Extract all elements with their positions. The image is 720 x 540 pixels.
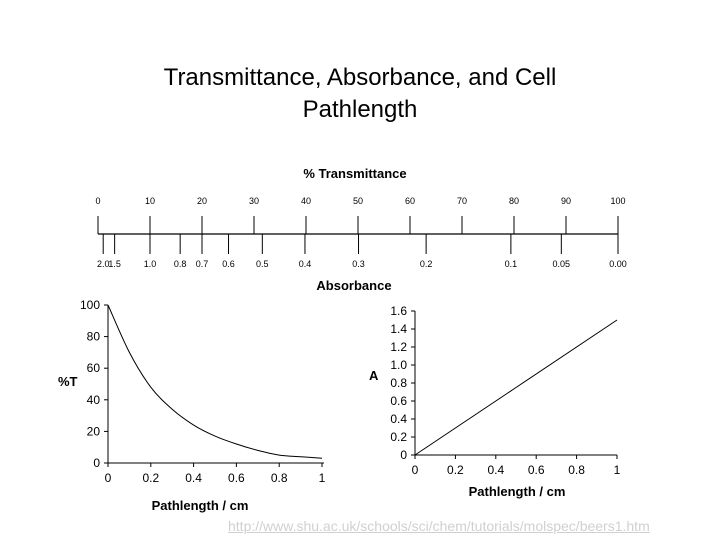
scale-bottom-tick-label: 0.4 xyxy=(299,259,312,269)
chart2-x-tick-label: 0.6 xyxy=(528,463,545,477)
scale-top-tick-label: 70 xyxy=(457,196,467,206)
chart2-x-tick-label: 0.2 xyxy=(447,463,464,477)
scale-top-tick-label: 0 xyxy=(95,196,100,206)
scale-top-tick-label: 20 xyxy=(197,196,207,206)
chart1-y-tick-label: 80 xyxy=(87,330,101,344)
chart1-y-tick-label: 40 xyxy=(87,393,101,407)
absorbance-label: Absorbance xyxy=(316,278,391,293)
absorbance-vs-pathlength-chart: 00.20.40.60.81.01.21.41.60 0.2 0.4 0.6 0.8 1 … xyxy=(369,304,621,499)
scale-top-tick-label: 10 xyxy=(145,196,155,206)
chart2-x-label: Pathlength / cm xyxy=(469,484,566,499)
chart2-y-tick-label: 1.2 xyxy=(390,340,407,354)
transmittance-absorbance-scale: % Transmittance 0 10 20 30 40 50 60 70 80 90 100 2… xyxy=(95,166,626,293)
chart1-x-tick-label: 0 xyxy=(105,471,112,485)
chart2-x-tick-label: 0 xyxy=(412,463,419,477)
chart2-y-tick-label: 1.6 xyxy=(390,304,407,318)
chart2-y-tick-label: 1.0 xyxy=(390,358,407,372)
scale-bottom-tick-label: 0.1 xyxy=(505,259,518,269)
chart2-y-tick-label: 1.4 xyxy=(390,322,407,336)
scale-bottom-tick-label: 0.6 xyxy=(222,259,235,269)
transmittance-vs-pathlength-chart: 0 20 40 60 80 100 0 0.2 0.4 0.6 0.8 1 %T Pathlength… xyxy=(58,298,326,513)
scale-top-tick-label: 40 xyxy=(301,196,311,206)
chart1-x-tick-label: 0.2 xyxy=(142,471,159,485)
scale-title: % Transmittance xyxy=(303,166,406,181)
scale-top-tick-label: 50 xyxy=(353,196,363,206)
chart2-y-tick-label: 0.2 xyxy=(390,430,407,444)
scale-bottom-tick-label: 0.00 xyxy=(609,259,627,269)
slide-title: Transmittance, Absorbance, and Cell Path… xyxy=(80,62,640,126)
chart1-series-line xyxy=(107,304,323,459)
scale-bottom-tick-label: 0.3 xyxy=(352,259,365,269)
chart2-y-tick-label: 0.8 xyxy=(390,376,407,390)
chart2-x-tick-label: 0.4 xyxy=(487,463,504,477)
chart2-x-tick-label: 0.8 xyxy=(568,463,585,477)
source-link[interactable]: http://www.shu.ac.uk/schools/sci/chem/tu… xyxy=(228,518,650,534)
scale-top-tick-label: 90 xyxy=(561,196,571,206)
chart2-series-line xyxy=(414,319,618,456)
chart1-x-tick-label: 1 xyxy=(319,471,326,485)
scale-bottom-tick-label: 1.0 xyxy=(144,259,157,269)
scale-bottom-tick-label: 2.0 xyxy=(97,259,110,269)
scale-bottom-tick-label: 0.7 xyxy=(196,259,209,269)
chart1-x-tick-label: 0.6 xyxy=(228,471,245,485)
chart2-x-tick-label: 1 xyxy=(614,463,621,477)
scale-bottom-tick-label: 0.05 xyxy=(553,259,571,269)
scale-top-tick-label: 100 xyxy=(610,196,625,206)
chart1-y-label: %T xyxy=(58,374,78,389)
scale-top-tick-label: 60 xyxy=(405,196,415,206)
chart1-y-tick-label: 60 xyxy=(87,361,101,375)
scale-bottom-tick-label: 0.2 xyxy=(420,259,433,269)
chart1-x-tick-label: 0.4 xyxy=(185,471,202,485)
chart1-x-label: Pathlength / cm xyxy=(152,498,249,513)
chart1-y-tick-label: 20 xyxy=(87,424,101,438)
scale-top-tick-label: 30 xyxy=(249,196,259,206)
chart1-x-tick-label: 0.8 xyxy=(271,471,288,485)
chart1-y-tick-label: 100 xyxy=(80,298,100,312)
slide-title-line-2: Pathlength xyxy=(302,96,418,123)
chart2-y-tick-label: 0 xyxy=(400,448,407,462)
chart1-y-tick-label: 0 xyxy=(93,456,100,470)
scale-bottom-tick-label: 0.8 xyxy=(174,259,187,269)
scale-bottom-tick-label: 1.5 xyxy=(108,259,121,269)
chart2-y-label: A xyxy=(369,368,379,383)
slide-title-line-1: Transmittance, Absorbance, and Cell xyxy=(163,64,557,91)
chart2-y-tick-label: 0.4 xyxy=(390,412,407,426)
scale-top-tick-label: 80 xyxy=(509,196,519,206)
chart2-y-tick-label: 0.6 xyxy=(390,394,407,408)
scale-bottom-tick-label: 0.5 xyxy=(256,259,269,269)
